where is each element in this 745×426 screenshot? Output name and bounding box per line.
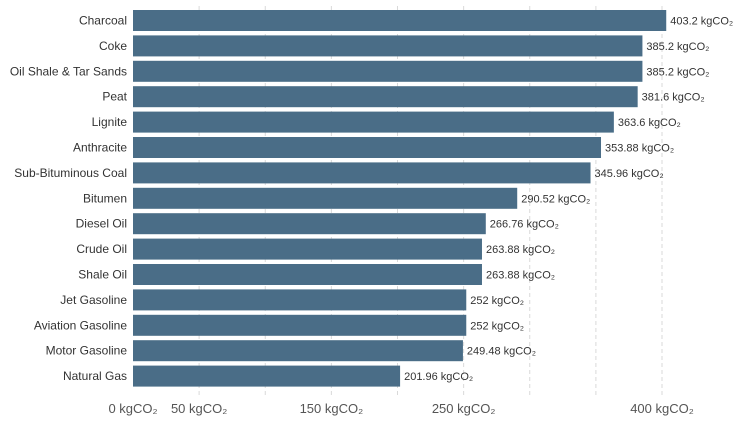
- bar: [133, 340, 463, 362]
- category-label: Crude Oil: [76, 242, 127, 256]
- category-label: Oil Shale & Tar Sands: [10, 64, 127, 78]
- category-label: Coke: [99, 39, 127, 53]
- bar: [133, 289, 467, 311]
- bar: [133, 35, 643, 57]
- category-label: Aviation Gasoline: [34, 318, 127, 332]
- value-label: 385.2 kgCO₂: [646, 66, 709, 78]
- category-label: Bitumen: [83, 191, 127, 205]
- bar: [133, 137, 602, 158]
- value-label: 353.88 kgCO₂: [605, 143, 674, 155]
- bar: [133, 187, 518, 209]
- value-label: 263.88 kgCO₂: [486, 244, 555, 256]
- bars: [133, 10, 667, 387]
- bar: [133, 365, 401, 387]
- category-label: Charcoal: [79, 14, 127, 28]
- labels: Charcoal 403.2 kgCO₂ Coke 385.2 kgCO₂ Oil Sh…: [10, 14, 733, 384]
- value-label: 263.88 kgCO₂: [486, 270, 555, 282]
- bar: [133, 111, 614, 133]
- bar: [133, 213, 486, 235]
- x-tick-label: 250 kgCO₂: [432, 401, 496, 416]
- bar: [133, 238, 482, 260]
- x-tick-label: 0 kgCO₂: [108, 401, 157, 416]
- value-label: 363.6 kgCO₂: [618, 117, 681, 129]
- bar: [133, 10, 667, 31]
- category-label: Shale Oil: [78, 268, 127, 282]
- x-tick-label: 150 kgCO₂: [300, 401, 364, 416]
- value-label: 252 kgCO₂: [470, 295, 524, 307]
- value-label: 201.96 kgCO₂: [404, 371, 473, 383]
- category-label: Lignite: [92, 115, 128, 129]
- bar: [133, 86, 638, 108]
- category-label: Jet Gasoline: [60, 293, 127, 307]
- value-label: 266.76 kgCO₂: [490, 219, 559, 231]
- x-axis: 0 kgCO₂ 50 kgCO₂ 150 kgCO₂ 250 kgCO₂ 400 kgC…: [108, 401, 693, 416]
- value-label: 252 kgCO₂: [470, 320, 524, 332]
- bar: [133, 264, 482, 285]
- value-label: 249.48 kgCO₂: [467, 346, 536, 358]
- x-tick-label: 50 kgCO₂: [171, 401, 227, 416]
- category-label: Motor Gasoline: [46, 344, 128, 358]
- category-label: Natural Gas: [63, 369, 127, 383]
- value-label: 345.96 kgCO₂: [595, 168, 664, 180]
- value-label: 381.6 kgCO₂: [642, 92, 705, 104]
- value-label: 403.2 kgCO₂: [670, 16, 733, 28]
- category-label: Sub-Bituminous Coal: [14, 166, 127, 180]
- bar: [133, 60, 643, 82]
- bar: [133, 314, 467, 336]
- category-label: Diesel Oil: [76, 217, 127, 231]
- category-label: Peat: [102, 90, 127, 104]
- bar: [133, 162, 591, 184]
- x-tick-label: 400 kgCO₂: [630, 401, 694, 416]
- category-label: Anthracite: [73, 141, 127, 155]
- value-label: 385.2 kgCO₂: [646, 41, 709, 53]
- value-label: 290.52 kgCO₂: [521, 193, 590, 205]
